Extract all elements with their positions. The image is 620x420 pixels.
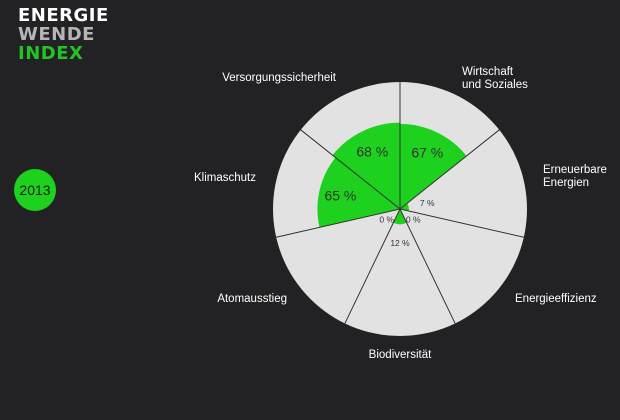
value-label-wirtschaft-und-soziales: 67 % [411,144,443,160]
value-label-erneuerbare-energien: 7 % [420,198,435,208]
logo-line-energie: ENERGIE [18,5,109,26]
value-wedge-versorgungssicherheit[interactable] [332,122,400,209]
year-badge[interactable]: 2013 [14,169,56,211]
segment-divider [276,208,401,238]
category-label-energieeffizienz: Energieeffizienz [515,293,597,305]
value-label-energieeffizienz: 0 % [406,215,421,225]
value-label-versorgungssicherheit: 68 % [356,143,388,159]
logo-line-wende: WENDE [18,24,95,45]
segment-divider [300,129,401,210]
logo-line-index: INDEX [18,43,84,64]
category-label-erneuerbare-energien: Erneuerbare Energien [543,164,607,189]
value-wedge-biodiversität[interactable] [393,209,407,225]
value-label-klimaschutz: 65 % [324,187,356,203]
segment-divider [399,208,524,238]
category-label-klimaschutz: Klimaschutz [194,172,256,184]
segment-divider [399,129,500,210]
segment-divider [344,208,401,324]
value-wedge-wirtschaft-und-soziales[interactable] [400,123,467,209]
year-badge-label: 2013 [19,182,51,198]
category-label-versorgungssicherheit: Versorgungssicherheit [222,72,337,84]
segment-divider [399,208,456,324]
category-label-atomausstieg: Atomausstieg [217,293,287,305]
value-wedge-klimaschutz[interactable] [317,157,400,228]
category-label-wirtschaft-und-soziales: Wirtschaft und Soziales [462,66,528,91]
category-label-biodiversität: Biodiversität [369,349,432,361]
value-label-atomausstieg: 0 % [379,215,394,225]
energiewende-index-logo: ENERGIE WENDE INDEX [18,6,109,63]
value-label-biodiversität: 12 % [390,238,410,248]
